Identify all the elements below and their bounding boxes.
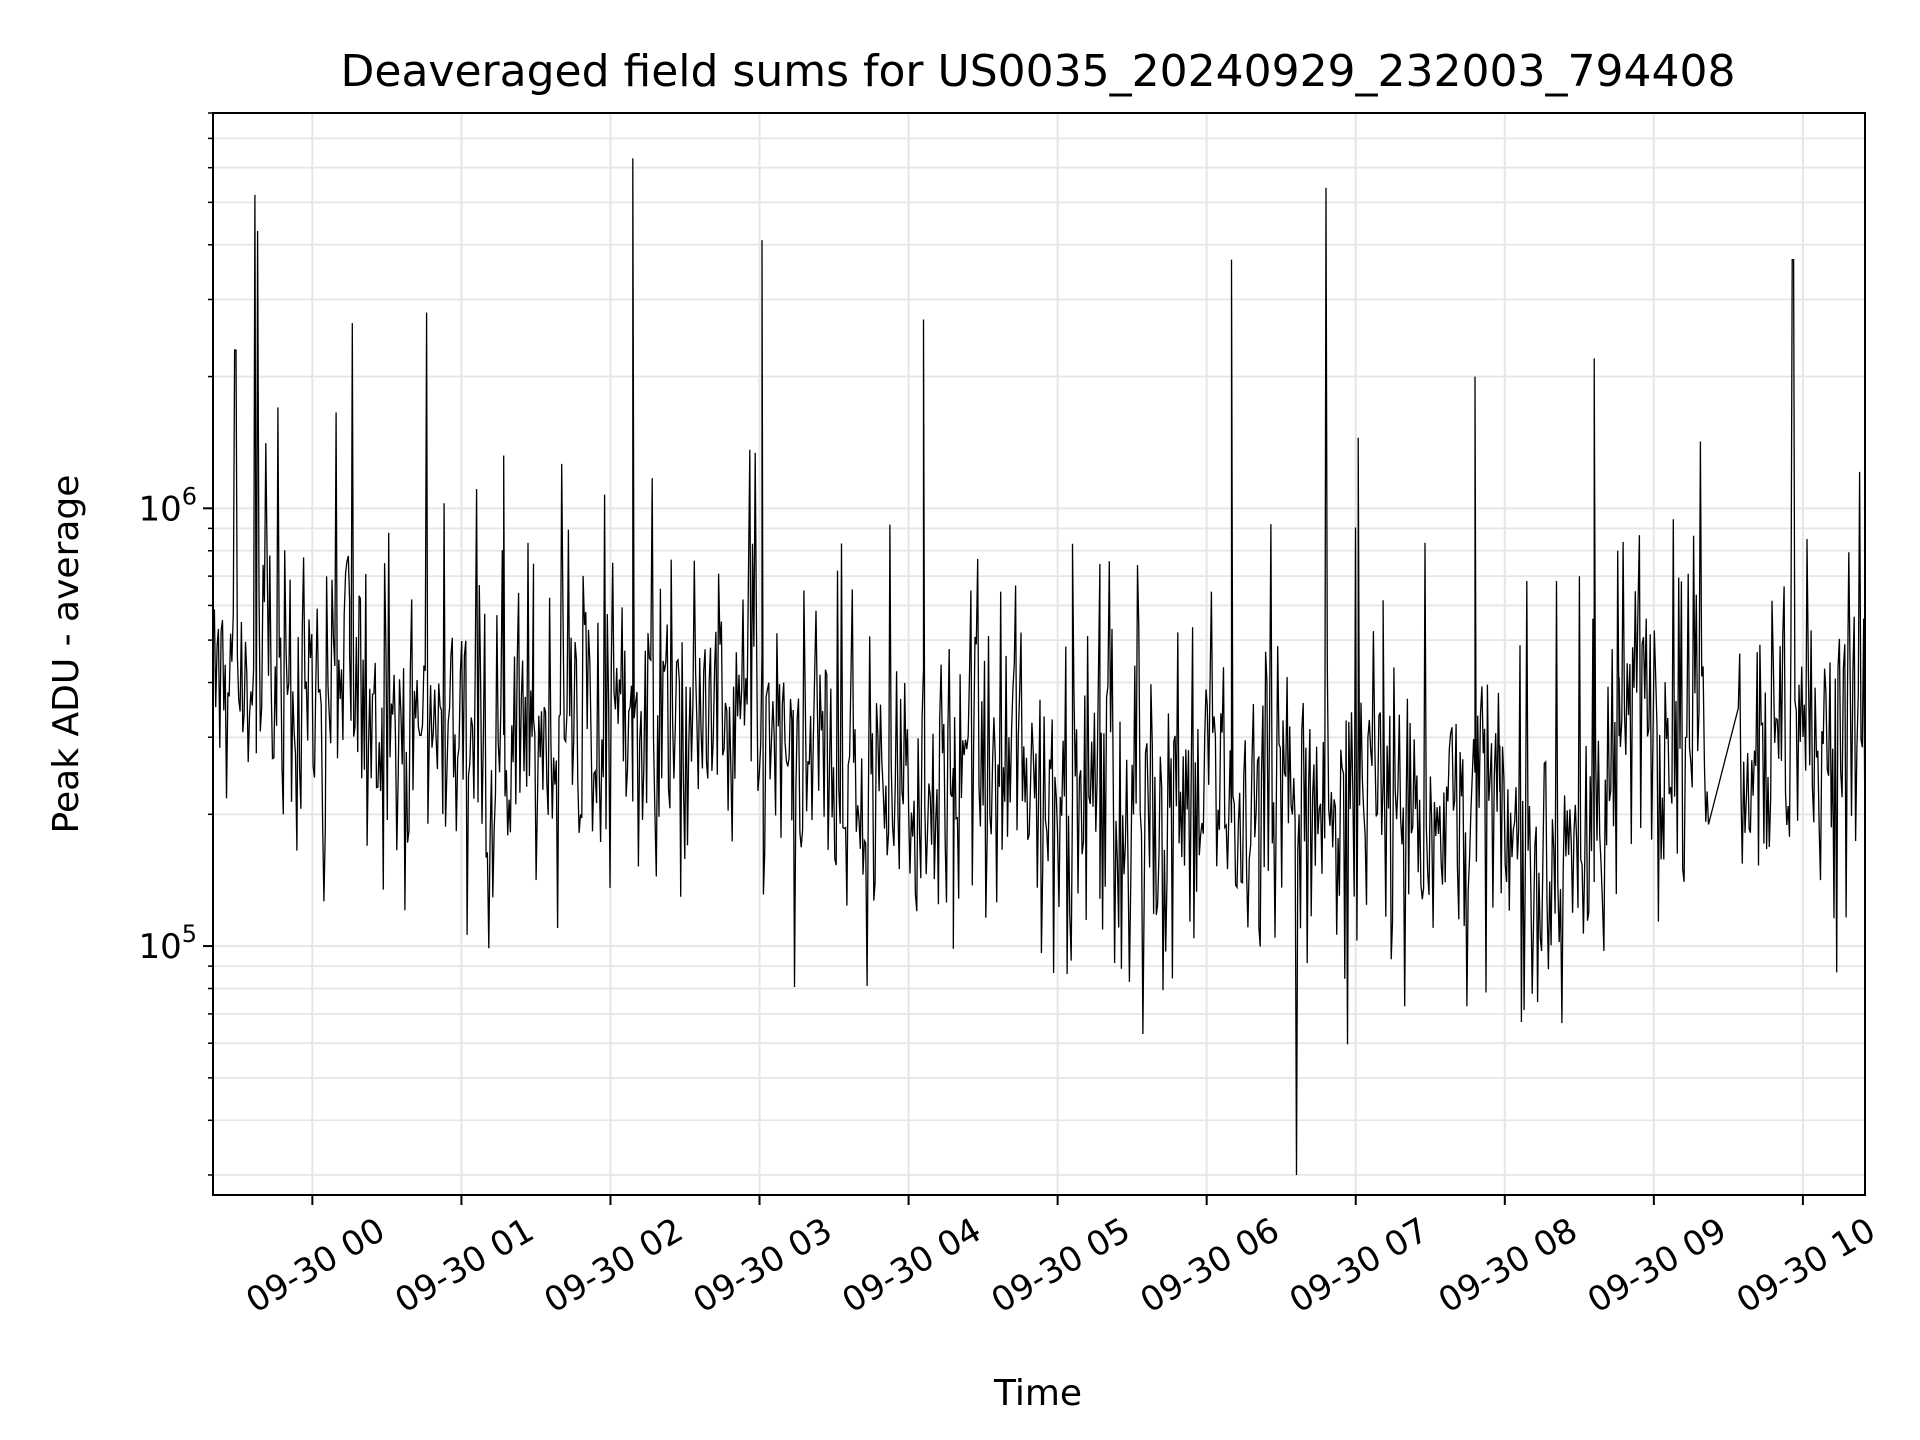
series-line xyxy=(213,158,1865,1176)
x-axis-label: Time xyxy=(993,1373,1082,1414)
y-tick-label: 105 xyxy=(138,920,197,967)
chart-title: Deaveraged field sums for US0035_2024092… xyxy=(341,46,1736,97)
plot-frame xyxy=(212,112,1866,1196)
y-axis-label: Peak ADU - average xyxy=(46,475,87,834)
y-ticks: 105 106 xyxy=(138,112,213,1176)
plot-clip-group xyxy=(213,158,1865,1176)
y-tick-label: 106 xyxy=(138,482,197,529)
